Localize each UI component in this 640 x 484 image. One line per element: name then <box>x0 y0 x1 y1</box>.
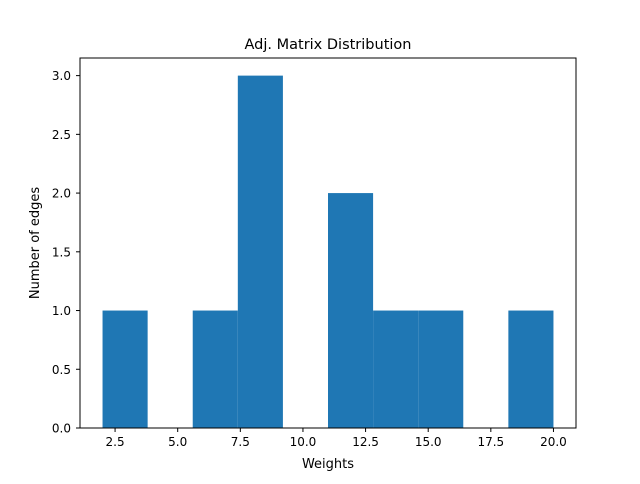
chart-title: Adj. Matrix Distribution <box>245 37 412 53</box>
y-tick-label: 2.0 <box>52 187 71 201</box>
histogram-bar <box>418 310 464 428</box>
bars-layer <box>102 75 554 428</box>
y-tick-label: 1.5 <box>52 245 71 259</box>
y-axis: 0.0 0.5 1.0 1.5 2.0 2.5 3.0 <box>52 69 80 436</box>
histogram-bar <box>192 310 238 428</box>
y-tick-label: 0.0 <box>52 422 71 436</box>
x-tick-label: 5.0 <box>168 435 187 449</box>
x-tick-label: 2.5 <box>106 435 125 449</box>
x-tick-label: 7.5 <box>231 435 250 449</box>
y-tick-label: 0.5 <box>52 363 71 377</box>
x-tick-label: 17.5 <box>477 435 504 449</box>
x-tick-label: 12.5 <box>352 435 379 449</box>
histogram-bar <box>508 310 554 428</box>
y-axis-label: Number of edges <box>28 187 43 300</box>
x-tick-label: 15.0 <box>415 435 442 449</box>
x-axis-label: Weights <box>302 457 354 472</box>
x-tick-label: 20.0 <box>540 435 567 449</box>
histogram-bar <box>373 310 419 428</box>
y-tick-label: 1.0 <box>52 304 71 318</box>
plot-frame <box>79 57 577 429</box>
y-tick-label: 3.0 <box>52 69 71 83</box>
histogram-bar <box>237 75 283 428</box>
x-axis: 2.5 5.0 7.5 10.0 12.5 15.0 17.5 20.0 <box>106 428 567 449</box>
x-tick-label: 10.0 <box>290 435 317 449</box>
histogram-bar <box>328 193 374 428</box>
histogram-bar <box>102 310 148 428</box>
y-tick-label: 2.5 <box>52 128 71 142</box>
